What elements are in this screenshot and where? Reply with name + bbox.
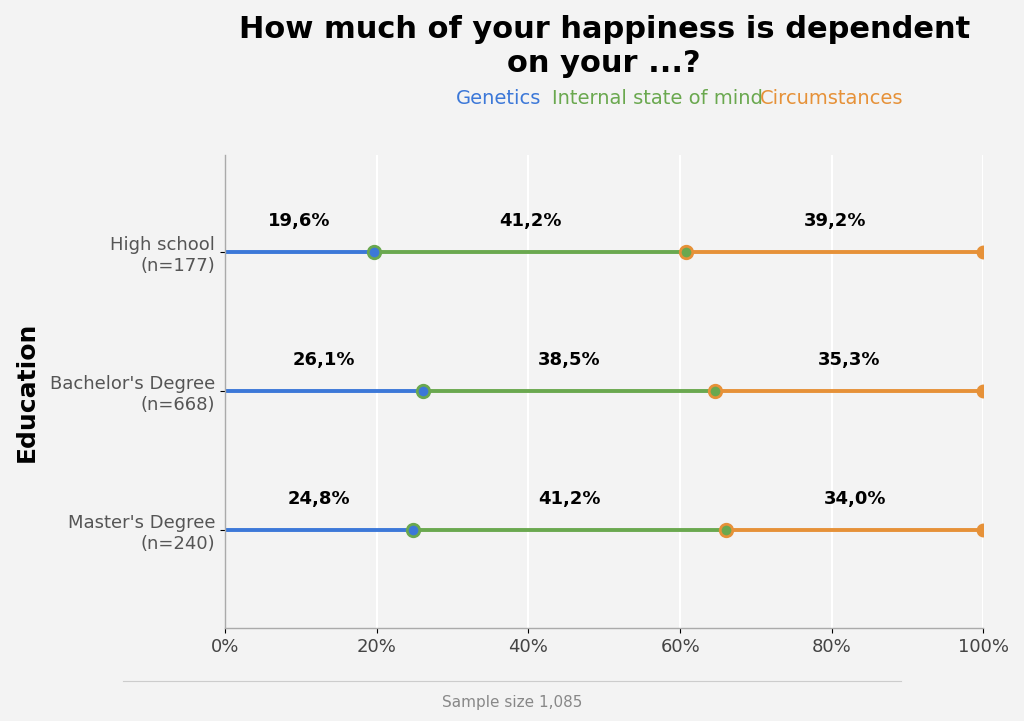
Text: Genetics: Genetics xyxy=(456,89,541,107)
Text: 24,8%: 24,8% xyxy=(288,490,350,508)
Text: 41,2%: 41,2% xyxy=(539,490,601,508)
Text: 39,2%: 39,2% xyxy=(804,212,866,230)
Text: Circumstances: Circumstances xyxy=(760,89,903,107)
Text: 35,3%: 35,3% xyxy=(817,351,881,369)
Text: 26,1%: 26,1% xyxy=(293,351,355,369)
Text: Internal state of mind: Internal state of mind xyxy=(552,89,763,107)
Text: 19,6%: 19,6% xyxy=(268,212,331,230)
Text: 38,5%: 38,5% xyxy=(538,351,600,369)
Text: 34,0%: 34,0% xyxy=(823,490,886,508)
Text: Sample size 1,085: Sample size 1,085 xyxy=(441,695,583,710)
Text: 41,2%: 41,2% xyxy=(499,212,561,230)
Y-axis label: Education: Education xyxy=(15,321,39,461)
Title: How much of your happiness is dependent
on your ...?: How much of your happiness is dependent … xyxy=(239,15,970,78)
